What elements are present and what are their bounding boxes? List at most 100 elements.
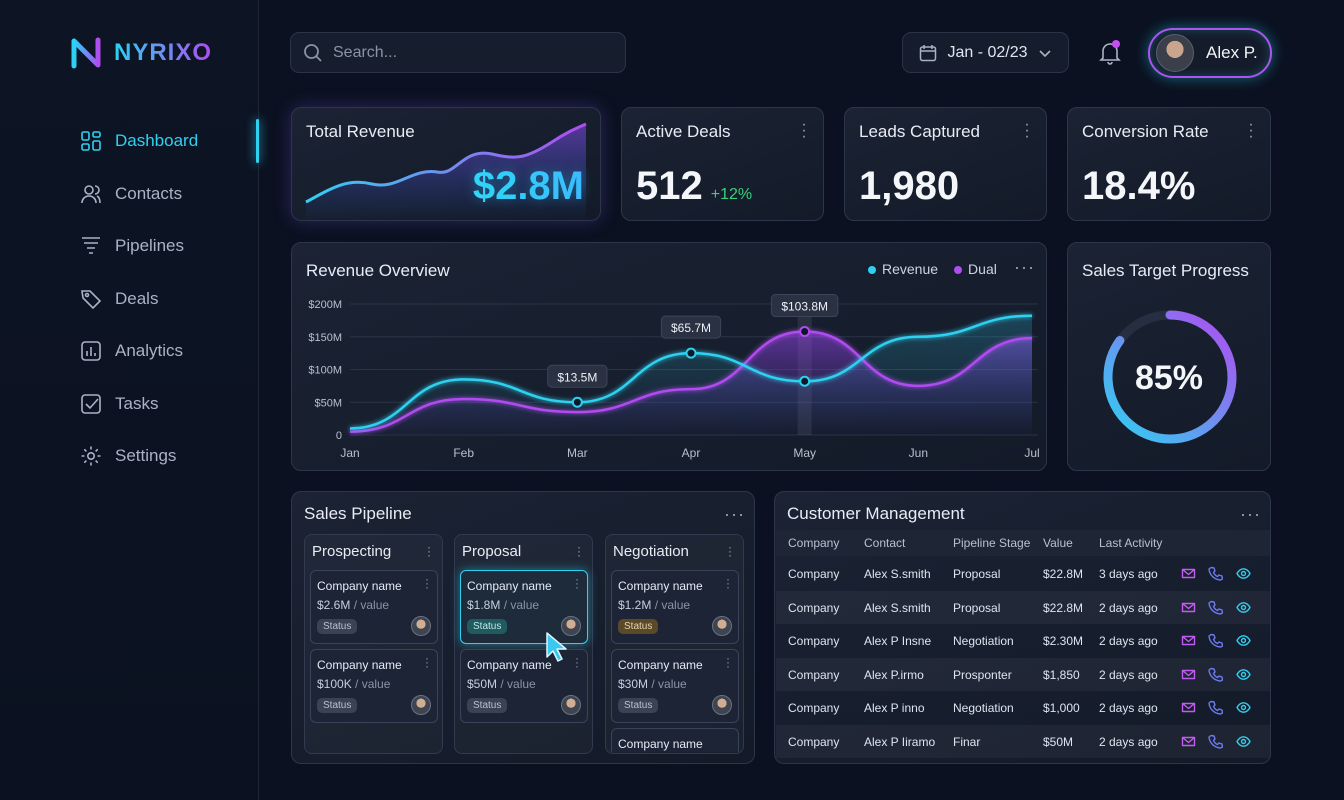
deal-card[interactable]: Company name · · · $100K / value Status: [310, 649, 438, 723]
gear-icon: [81, 446, 101, 466]
mail-icon[interactable]: [1181, 700, 1196, 715]
eye-icon[interactable]: [1236, 700, 1251, 715]
more-icon[interactable]: ···: [801, 116, 807, 145]
table-row[interactable]: Company Alex P inno Negotiation $1,000 2 day…: [776, 691, 1270, 725]
eye-icon[interactable]: [1236, 566, 1251, 581]
status-badge: Status: [317, 698, 358, 713]
sidebar-item-contacts[interactable]: Contacts: [0, 168, 259, 221]
date-range-label: Jan - 02/23: [947, 43, 1028, 61]
sidebar-item-deals[interactable]: Deals: [0, 273, 259, 326]
search-bar[interactable]: [290, 32, 626, 73]
more-icon[interactable]: ···: [575, 572, 579, 594]
logo[interactable]: NYRIXO: [70, 36, 212, 70]
column-header[interactable]: Last Activity: [1099, 536, 1163, 550]
legend-item-revenue[interactable]: Revenue: [868, 261, 938, 277]
phone-icon[interactable]: [1208, 566, 1223, 581]
legend-item-dual[interactable]: Dual: [954, 261, 997, 277]
more-icon[interactable]: ···: [1240, 504, 1261, 524]
more-icon[interactable]: ···: [425, 651, 429, 673]
phone-icon[interactable]: [1208, 600, 1223, 615]
date-range-picker[interactable]: Jan - 02/23: [902, 32, 1069, 73]
deal-card[interactable]: Company name · · · $1.2M / value Status: [611, 570, 739, 644]
search-input[interactable]: [333, 43, 603, 62]
kpi-title: Conversion Rate: [1082, 122, 1209, 141]
eye-icon[interactable]: [1236, 600, 1251, 615]
data-point[interactable]: [799, 375, 811, 387]
kpi-conversion-rate[interactable]: Conversion Rate · · · 18.4%: [1067, 107, 1271, 221]
deal-company: Company name: [618, 737, 703, 751]
deal-card[interactable]: Company name · · · $30M / value Status: [611, 649, 739, 723]
phone-icon[interactable]: [1208, 700, 1223, 715]
table-row[interactable]: Company Alex S.smith Proposal $22.8M 3 days …: [776, 557, 1270, 591]
user-menu[interactable]: Alex P.: [1148, 28, 1272, 78]
more-icon[interactable]: ···: [726, 651, 730, 673]
eye-icon[interactable]: [1236, 633, 1251, 648]
kpi-total-revenue[interactable]: Total Revenue $2.8M: [291, 107, 601, 221]
deal-card[interactable]: Company name: [611, 728, 739, 752]
funnel-icon: [82, 237, 100, 255]
chevron-down-icon: [1038, 49, 1051, 57]
more-icon[interactable]: ···: [728, 540, 732, 562]
sidebar-item-tasks[interactable]: Tasks: [0, 378, 259, 431]
eye-icon[interactable]: [1236, 667, 1251, 682]
x-tick-label: Mar: [567, 446, 588, 460]
sidebar-item-dashboard[interactable]: Dashboard: [0, 115, 259, 168]
sidebar-item-settings[interactable]: Settings: [0, 430, 259, 483]
more-icon[interactable]: ···: [1024, 116, 1030, 145]
column-header[interactable]: Pipeline Stage: [953, 536, 1031, 550]
column-header[interactable]: Company: [788, 536, 840, 550]
mail-icon[interactable]: [1181, 600, 1196, 615]
table-cell: $1,850: [1043, 667, 1080, 682]
sidebar-item-analytics[interactable]: Analytics: [0, 325, 259, 378]
card-title: Sales Pipeline: [304, 504, 412, 523]
table-row[interactable]: Company Alex S.smith Proposal $22.8M 2 days …: [776, 590, 1270, 624]
deal-unit: / value: [353, 598, 390, 612]
deal-card[interactable]: Company name · · · $2.6M / value Status: [310, 570, 438, 644]
table-cell: 2 days ago: [1099, 667, 1158, 682]
data-point[interactable]: [571, 396, 583, 408]
kpi-delta: +12%: [710, 186, 753, 203]
deal-company: Company name: [467, 579, 552, 593]
phone-icon[interactable]: [1208, 633, 1223, 648]
more-icon[interactable]: ···: [577, 540, 581, 562]
sidebar-item-label: Contacts: [115, 183, 183, 203]
more-icon[interactable]: ···: [425, 572, 429, 594]
kpi-title: Active Deals: [636, 122, 731, 141]
table-cell: Negotiation: [953, 701, 1014, 715]
mail-icon[interactable]: [1181, 633, 1196, 648]
table-cell: Company: [788, 734, 840, 749]
phone-icon[interactable]: [1208, 667, 1223, 682]
mail-icon[interactable]: [1181, 667, 1196, 682]
deal-card[interactable]: Company name · · · $1.8M / value Status: [460, 570, 588, 644]
more-icon[interactable]: ···: [726, 572, 730, 594]
table-row[interactable]: Company Alex P Iiramo Finar $50M 2 days ago: [776, 724, 1270, 758]
sidebar-nav: Dashboard Contacts Pipelines Deals Analy…: [0, 115, 259, 483]
mail-icon[interactable]: [1181, 566, 1196, 581]
deal-value-line: $2.6M / value: [317, 598, 389, 612]
column-header[interactable]: Value: [1043, 536, 1073, 550]
data-point[interactable]: [799, 326, 811, 338]
table-cell: Proposal: [953, 567, 1001, 581]
mail-icon[interactable]: [1181, 734, 1196, 749]
status-badge: Status: [467, 698, 508, 713]
table-cell: Alex P Iiramo: [864, 734, 936, 749]
deal-value-line: $30M / value: [618, 677, 687, 691]
x-tick-label: Jul: [1024, 446, 1039, 460]
kpi-active-deals[interactable]: Active Deals · · · 512 +12%: [621, 107, 824, 221]
y-tick-label: 0: [336, 430, 342, 442]
deal-card[interactable]: Company name · · · $50M / value Status: [460, 649, 588, 723]
kpi-leads-captured[interactable]: Leads Captured · · · 1,980: [844, 107, 1047, 221]
customer-management-card: Customer Management ··· Company Contact …: [774, 491, 1271, 764]
table-cell: Negotiation: [953, 634, 1014, 648]
more-icon[interactable]: ···: [1248, 116, 1254, 145]
data-point[interactable]: [685, 347, 697, 359]
table-row[interactable]: Company Alex P.irmo Prosponter $1,850 2 days…: [776, 657, 1270, 691]
eye-icon[interactable]: [1236, 734, 1251, 749]
sidebar-item-pipelines[interactable]: Pipelines: [0, 220, 259, 273]
table-row[interactable]: Company Alex P Insne Negotiation $2.30M 2 da…: [776, 624, 1270, 658]
column-header[interactable]: Contact: [864, 536, 906, 550]
more-icon[interactable]: ···: [427, 540, 431, 562]
phone-icon[interactable]: [1208, 734, 1223, 749]
more-icon[interactable]: ···: [575, 651, 579, 673]
more-icon[interactable]: ···: [724, 504, 745, 524]
